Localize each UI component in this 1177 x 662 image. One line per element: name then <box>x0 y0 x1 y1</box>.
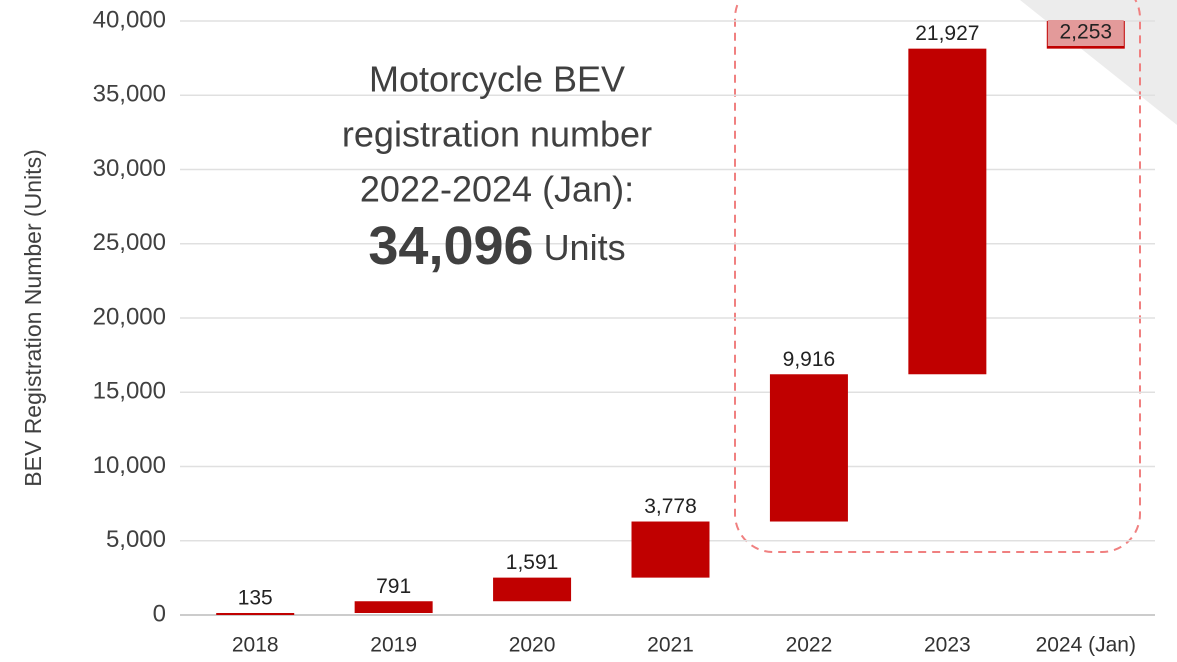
y-tick-label: 25,000 <box>93 229 166 256</box>
annotation-line: Motorcycle BEV <box>369 59 625 100</box>
y-tick-label: 40,000 <box>93 6 166 33</box>
y-tick-label: 35,000 <box>93 81 166 108</box>
annotation-total-number: 34,096 <box>368 216 533 276</box>
y-tick-label: 30,000 <box>93 155 166 182</box>
bar <box>908 48 987 375</box>
x-tick-label: 2022 <box>786 634 833 657</box>
y-tick-label: 20,000 <box>93 303 166 330</box>
annotation-line: 2022-2024 (Jan): <box>360 169 634 210</box>
data-label-bg <box>1047 20 1124 46</box>
data-label: 135 <box>238 587 273 610</box>
x-tick-label: 2021 <box>647 634 694 657</box>
y-tick-label: 10,000 <box>93 452 166 479</box>
bar <box>493 577 572 602</box>
labels: 2018 135 2019 791 2020 1,591 2021 3,778 2022 9,91… <box>232 20 1136 657</box>
grid: 0 5,000 10,000 15,000 20,000 25,000 30,000 35,0… <box>93 6 1155 627</box>
y-tick-label: 15,000 <box>93 378 166 405</box>
x-tick-label: 2023 <box>924 634 971 657</box>
bars <box>216 21 1125 615</box>
data-label: 3,778 <box>644 495 697 518</box>
annotation-unit: Units <box>544 227 626 268</box>
x-tick-label: 2019 <box>370 634 417 657</box>
data-label: 9,916 <box>783 348 836 371</box>
corner-decoration <box>1020 0 1177 125</box>
x-tick-label: 2020 <box>509 634 556 657</box>
annotation-line: registration number <box>342 114 652 155</box>
data-label: 2,253 <box>1060 21 1113 44</box>
data-label: 791 <box>376 575 411 598</box>
annotation-total: 34,096 Units <box>368 216 625 276</box>
bar <box>631 521 710 578</box>
bar <box>354 601 433 613</box>
data-label: 21,927 <box>915 22 979 45</box>
x-tick-label: 2018 <box>232 634 279 657</box>
y-tick-label: 5,000 <box>106 526 166 553</box>
y-tick-label: 0 <box>153 600 166 627</box>
bar <box>769 374 848 522</box>
data-label: 1,591 <box>506 551 559 574</box>
bar <box>216 612 295 615</box>
highlight-frame <box>734 0 1141 553</box>
y-axis-label: BEV Registration Number (Units) <box>20 149 46 486</box>
x-tick-label: 2024 (Jan) <box>1036 634 1136 657</box>
